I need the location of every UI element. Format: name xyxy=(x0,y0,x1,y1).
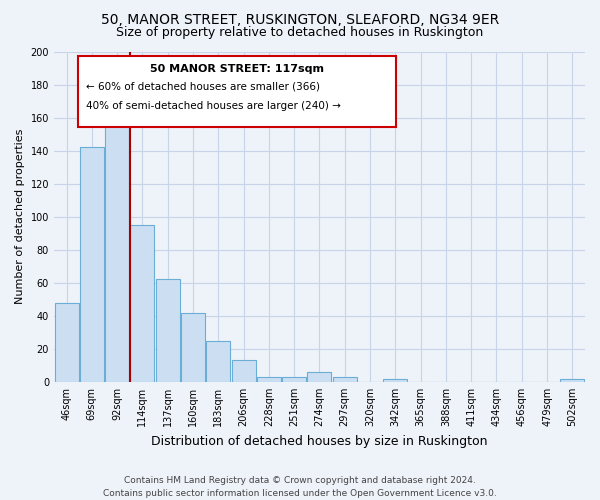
Text: ← 60% of detached houses are smaller (366): ← 60% of detached houses are smaller (36… xyxy=(86,81,320,91)
Bar xyxy=(333,377,357,382)
Text: 40% of semi-detached houses are larger (240) →: 40% of semi-detached houses are larger (… xyxy=(86,101,341,111)
FancyBboxPatch shape xyxy=(78,56,397,128)
Bar xyxy=(156,280,180,382)
Bar xyxy=(130,225,154,382)
X-axis label: Distribution of detached houses by size in Ruskington: Distribution of detached houses by size … xyxy=(151,434,488,448)
Text: 50, MANOR STREET, RUSKINGTON, SLEAFORD, NG34 9ER: 50, MANOR STREET, RUSKINGTON, SLEAFORD, … xyxy=(101,12,499,26)
Bar xyxy=(307,372,331,382)
Bar xyxy=(80,148,104,382)
Bar xyxy=(560,378,584,382)
Bar xyxy=(282,377,306,382)
Y-axis label: Number of detached properties: Number of detached properties xyxy=(15,129,25,304)
Text: Contains HM Land Registry data © Crown copyright and database right 2024.
Contai: Contains HM Land Registry data © Crown c… xyxy=(103,476,497,498)
Bar xyxy=(206,340,230,382)
Text: Size of property relative to detached houses in Ruskington: Size of property relative to detached ho… xyxy=(116,26,484,39)
Bar xyxy=(105,112,129,382)
Bar xyxy=(257,377,281,382)
Bar xyxy=(55,302,79,382)
Text: 50 MANOR STREET: 117sqm: 50 MANOR STREET: 117sqm xyxy=(150,64,324,74)
Bar xyxy=(383,378,407,382)
Bar xyxy=(181,312,205,382)
Bar xyxy=(232,360,256,382)
